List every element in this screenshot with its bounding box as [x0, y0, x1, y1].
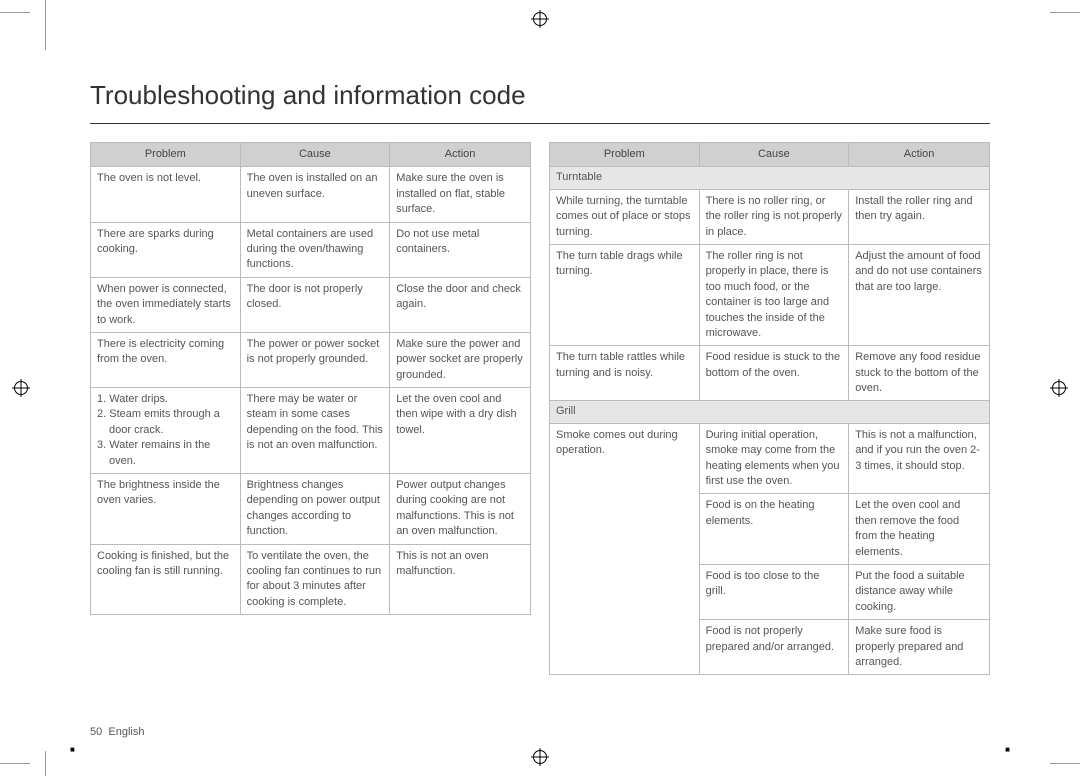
- cause-cell: Food is not properly prepared and/or arr…: [699, 620, 849, 675]
- cause-cell: The door is not properly closed.: [240, 277, 390, 332]
- table-row: The turn table rattles while turning and…: [550, 346, 990, 401]
- table-row: While turning, the turntable comes out o…: [550, 189, 990, 244]
- section-heading: Turntable: [550, 167, 990, 189]
- col-header-action: Action: [390, 143, 531, 167]
- col-header-cause: Cause: [240, 143, 390, 167]
- printer-mark-right: ■: [1005, 745, 1010, 754]
- action-cell: Close the door and check again.: [390, 277, 531, 332]
- problem-list-item: 3. Water remains in the oven.: [97, 438, 234, 469]
- cause-cell: The roller ring is not properly in place…: [699, 244, 849, 345]
- problem-cell: 1. Water drips.2. Steam emits through a …: [91, 388, 241, 474]
- table-row: The brightness inside the oven varies.Br…: [91, 474, 531, 545]
- problem-cell: While turning, the turntable comes out o…: [550, 189, 700, 244]
- table-row: 1. Water drips.2. Steam emits through a …: [91, 388, 531, 474]
- cause-cell: Metal containers are used during the ove…: [240, 222, 390, 277]
- action-cell: Let the oven cool and then wipe with a d…: [390, 388, 531, 474]
- action-cell: This is not a malfunction, and if you ru…: [849, 423, 990, 494]
- action-cell: This is not an oven malfunction.: [390, 544, 531, 615]
- action-cell: Power output changes during cooking are …: [390, 474, 531, 545]
- action-cell: Make sure the power and power socket are…: [390, 332, 531, 387]
- problem-cell: The turn table rattles while turning and…: [550, 346, 700, 401]
- problem-cell: Smoke comes out during operation.: [550, 423, 700, 674]
- table-row: The oven is not level.The oven is instal…: [91, 167, 531, 222]
- cause-cell: Food is too close to the grill.: [699, 564, 849, 619]
- action-cell: Let the oven cool and then remove the fo…: [849, 494, 990, 565]
- section-heading-row: Grill: [550, 401, 990, 423]
- col-header-cause: Cause: [699, 143, 849, 167]
- page-number: 50: [90, 726, 102, 738]
- problem-list-item: 2. Steam emits through a door crack.: [97, 407, 234, 438]
- section-heading: Grill: [550, 401, 990, 423]
- table-row: When power is connected, the oven immedi…: [91, 277, 531, 332]
- cause-cell: The power or power socket is not properl…: [240, 332, 390, 387]
- action-cell: Remove any food residue stuck to the bot…: [849, 346, 990, 401]
- table-row: Smoke comes out during operation.During …: [550, 423, 990, 494]
- cause-cell: Brightness changes depending on power ou…: [240, 474, 390, 545]
- col-header-action: Action: [849, 143, 990, 167]
- problem-cell: When power is connected, the oven immedi…: [91, 277, 241, 332]
- table-row: There is electricity coming from the ove…: [91, 332, 531, 387]
- col-header-problem: Problem: [550, 143, 700, 167]
- problem-cell: There are sparks during cooking.: [91, 222, 241, 277]
- cause-cell: Food is on the heating elements.: [699, 494, 849, 565]
- troubleshooting-table-right: Problem Cause Action TurntableWhile turn…: [549, 142, 990, 675]
- table-row: Cooking is finished, but the cooling fan…: [91, 544, 531, 615]
- action-cell: Put the food a suitable distance away wh…: [849, 564, 990, 619]
- problem-cell: The turn table drags while turning.: [550, 244, 700, 345]
- action-cell: Install the roller ring and then try aga…: [849, 189, 990, 244]
- page-footer: 50 English: [90, 726, 144, 738]
- problem-cell: There is electricity coming from the ove…: [91, 332, 241, 387]
- problem-cell: The oven is not level.: [91, 167, 241, 222]
- cause-cell: There is no roller ring, or the roller r…: [699, 189, 849, 244]
- page-title: Troubleshooting and information code: [90, 80, 990, 124]
- cause-cell: To ventilate the oven, the cooling fan c…: [240, 544, 390, 615]
- problem-cell: The brightness inside the oven varies.: [91, 474, 241, 545]
- action-cell: Do not use metal containers.: [390, 222, 531, 277]
- problem-list-item: 1. Water drips.: [97, 392, 234, 407]
- problem-cell: Cooking is finished, but the cooling fan…: [91, 544, 241, 615]
- cause-cell: Food residue is stuck to the bottom of t…: [699, 346, 849, 401]
- cause-cell: The oven is installed on an uneven surfa…: [240, 167, 390, 222]
- col-header-problem: Problem: [91, 143, 241, 167]
- printer-mark-left: ■: [70, 745, 75, 754]
- section-heading-row: Turntable: [550, 167, 990, 189]
- table-row: There are sparks during cooking.Metal co…: [91, 222, 531, 277]
- troubleshooting-table-left: Problem Cause Action The oven is not lev…: [90, 142, 531, 615]
- table-row: The turn table drags while turning.The r…: [550, 244, 990, 345]
- page-lang: English: [108, 726, 144, 738]
- action-cell: Make sure food is properly prepared and …: [849, 620, 990, 675]
- cause-cell: There may be water or steam in some case…: [240, 388, 390, 474]
- action-cell: Make sure the oven is installed on flat,…: [390, 167, 531, 222]
- cause-cell: During initial operation, smoke may come…: [699, 423, 849, 494]
- action-cell: Adjust the amount of food and do not use…: [849, 244, 990, 345]
